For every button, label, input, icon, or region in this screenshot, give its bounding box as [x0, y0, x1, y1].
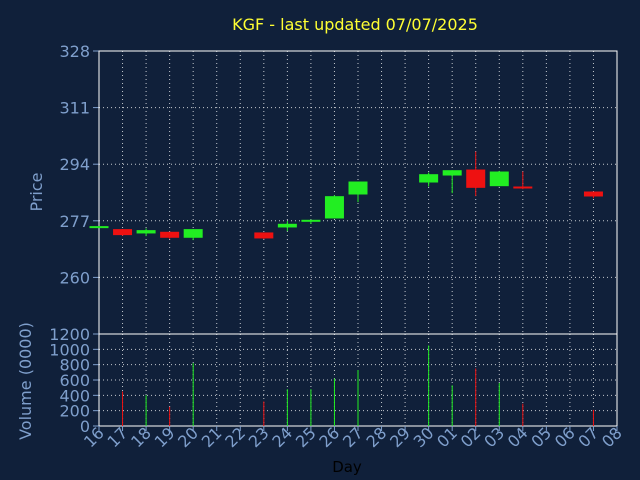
price-panel: 260 277 294 311 328 [59, 42, 618, 335]
price-axis-label: Price [27, 172, 46, 211]
candle-body [301, 219, 321, 222]
candle-body [489, 171, 509, 187]
candle-body [254, 232, 274, 239]
price-tick-label: 311 [59, 99, 90, 118]
volume-tick-label: 400 [59, 386, 90, 405]
volume-tick-label: 1000 [49, 340, 90, 359]
candle-body [160, 231, 180, 238]
price-tick-label: 277 [59, 212, 90, 231]
volume-tick-label: 200 [59, 402, 90, 421]
candle-body [89, 226, 109, 229]
volume-tick-label: 800 [59, 356, 90, 375]
candle-body [583, 191, 603, 197]
candle-body [466, 169, 486, 188]
chart-title: KGF - last updated 07/07/2025 [232, 15, 478, 34]
candle-body [136, 230, 156, 234]
candle-body [277, 223, 297, 228]
price-tick-label: 294 [59, 155, 90, 174]
candle-body [419, 174, 439, 183]
candle-body [442, 170, 462, 176]
volume-axis-label: Volume (0000) [16, 322, 35, 440]
candle-body [113, 229, 133, 236]
x-tick-label: 08 [598, 423, 626, 451]
volume-tick-label: 1200 [49, 325, 90, 344]
candle-body [183, 229, 203, 238]
candle-body [348, 181, 368, 195]
volume-tick-label: 600 [59, 371, 90, 390]
price-tick-label: 328 [59, 42, 90, 61]
volume-tick-label: 0 [80, 417, 90, 436]
candle-body [513, 186, 533, 189]
price-tick-label: 260 [59, 268, 90, 287]
x-axis-label: Day [332, 458, 362, 476]
candle-body [324, 196, 344, 219]
